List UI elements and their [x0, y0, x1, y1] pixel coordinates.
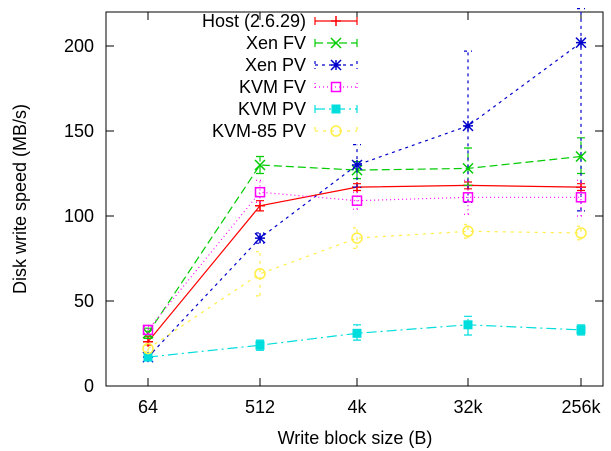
legend-entry: KVM FV: [239, 77, 358, 97]
x-marker: [575, 150, 587, 163]
y-tick-label: 100: [64, 206, 94, 226]
star-marker: [330, 59, 342, 71]
x-tick-label: 32k: [453, 397, 483, 417]
x-marker: [330, 37, 342, 49]
legend-entry: KVM PV: [238, 99, 358, 119]
circle-marker: [462, 225, 474, 238]
legend-label: Xen PV: [245, 55, 306, 75]
plot-frame: [105, 11, 604, 387]
filled-square-marker: [255, 340, 265, 350]
star-marker: [254, 232, 266, 244]
filled-square-marker: [143, 352, 153, 362]
series-line: [147, 191, 581, 331]
y-axis-label: Disk write speed (MB/s): [10, 104, 30, 294]
y-tick-labels: 0 50 100 150 200: [64, 36, 94, 396]
x-tick-label: 512: [245, 397, 275, 417]
legend-label: KVM-85 PV: [212, 121, 306, 141]
circle-marker: [575, 227, 587, 239]
x-tick-labels: 64 512 4k 32k 256k: [138, 397, 602, 417]
square-marker: [575, 192, 587, 203]
series-1: [142, 137, 587, 339]
series-line: [147, 324, 582, 358]
legend-label: Xen FV: [246, 33, 306, 53]
error-bar: [464, 179, 472, 215]
star-marker: [575, 37, 587, 49]
x-tick-label: 4k: [347, 397, 367, 417]
y-tick-label: 0: [84, 376, 94, 396]
series-line: [147, 184, 582, 343]
axis-ticks: [106, 12, 603, 387]
filled-square-marker: [463, 320, 473, 330]
legend-label: KVM FV: [239, 77, 306, 97]
series-3: [142, 179, 587, 336]
series-5: [142, 223, 587, 355]
x-marker: [462, 162, 474, 174]
legend-label: Host (2.6.29): [202, 11, 306, 31]
star-marker: [351, 159, 363, 171]
legend-entry: KVM-85 PV: [212, 121, 358, 141]
error-bar: [144, 325, 152, 334]
legend-sample: [314, 127, 358, 135]
series-layer: [142, 8, 587, 363]
error-bar: [256, 251, 264, 297]
series-line: [147, 230, 582, 350]
legend-entry: Xen FV: [246, 33, 358, 53]
square-marker: [351, 195, 363, 206]
square-marker: [254, 186, 266, 198]
legend-sample: [314, 83, 358, 91]
legend-entry: Xen PV: [245, 55, 358, 75]
y-tick-label: 50: [74, 291, 94, 311]
error-bar: [577, 179, 585, 217]
x-tick-label: 64: [138, 397, 158, 417]
series-4: [143, 315, 586, 362]
y-tick-label: 150: [64, 121, 94, 141]
legend-sample: [314, 39, 358, 47]
filled-square-marker: [352, 328, 362, 338]
circle-marker: [142, 342, 154, 355]
legend-entry: Host (2.6.29): [202, 11, 358, 31]
error-bar: [353, 191, 361, 210]
x-marker: [254, 159, 266, 171]
filled-square-marker: [576, 325, 586, 335]
circle-marker: [351, 232, 363, 244]
square-marker: [462, 192, 474, 203]
star-marker: [462, 120, 474, 132]
circle-marker: [254, 268, 266, 280]
series-line: [147, 42, 582, 358]
legend-label: KVM PV: [238, 99, 306, 119]
error-bar: [353, 227, 361, 249]
error-bar: [256, 179, 264, 203]
x-tick-label: 256k: [561, 397, 601, 417]
circle-marker: [330, 125, 342, 137]
square-marker: [142, 324, 154, 336]
plus-marker: [331, 16, 341, 26]
series-2: [142, 8, 587, 363]
square-marker: [330, 81, 342, 93]
series-line: [147, 155, 582, 334]
error-bar: [256, 155, 264, 175]
filled-square-marker: [331, 104, 341, 114]
y-tick-label: 200: [64, 36, 94, 56]
x-axis-label: Write block size (B): [278, 428, 433, 448]
series-0: [143, 180, 586, 347]
